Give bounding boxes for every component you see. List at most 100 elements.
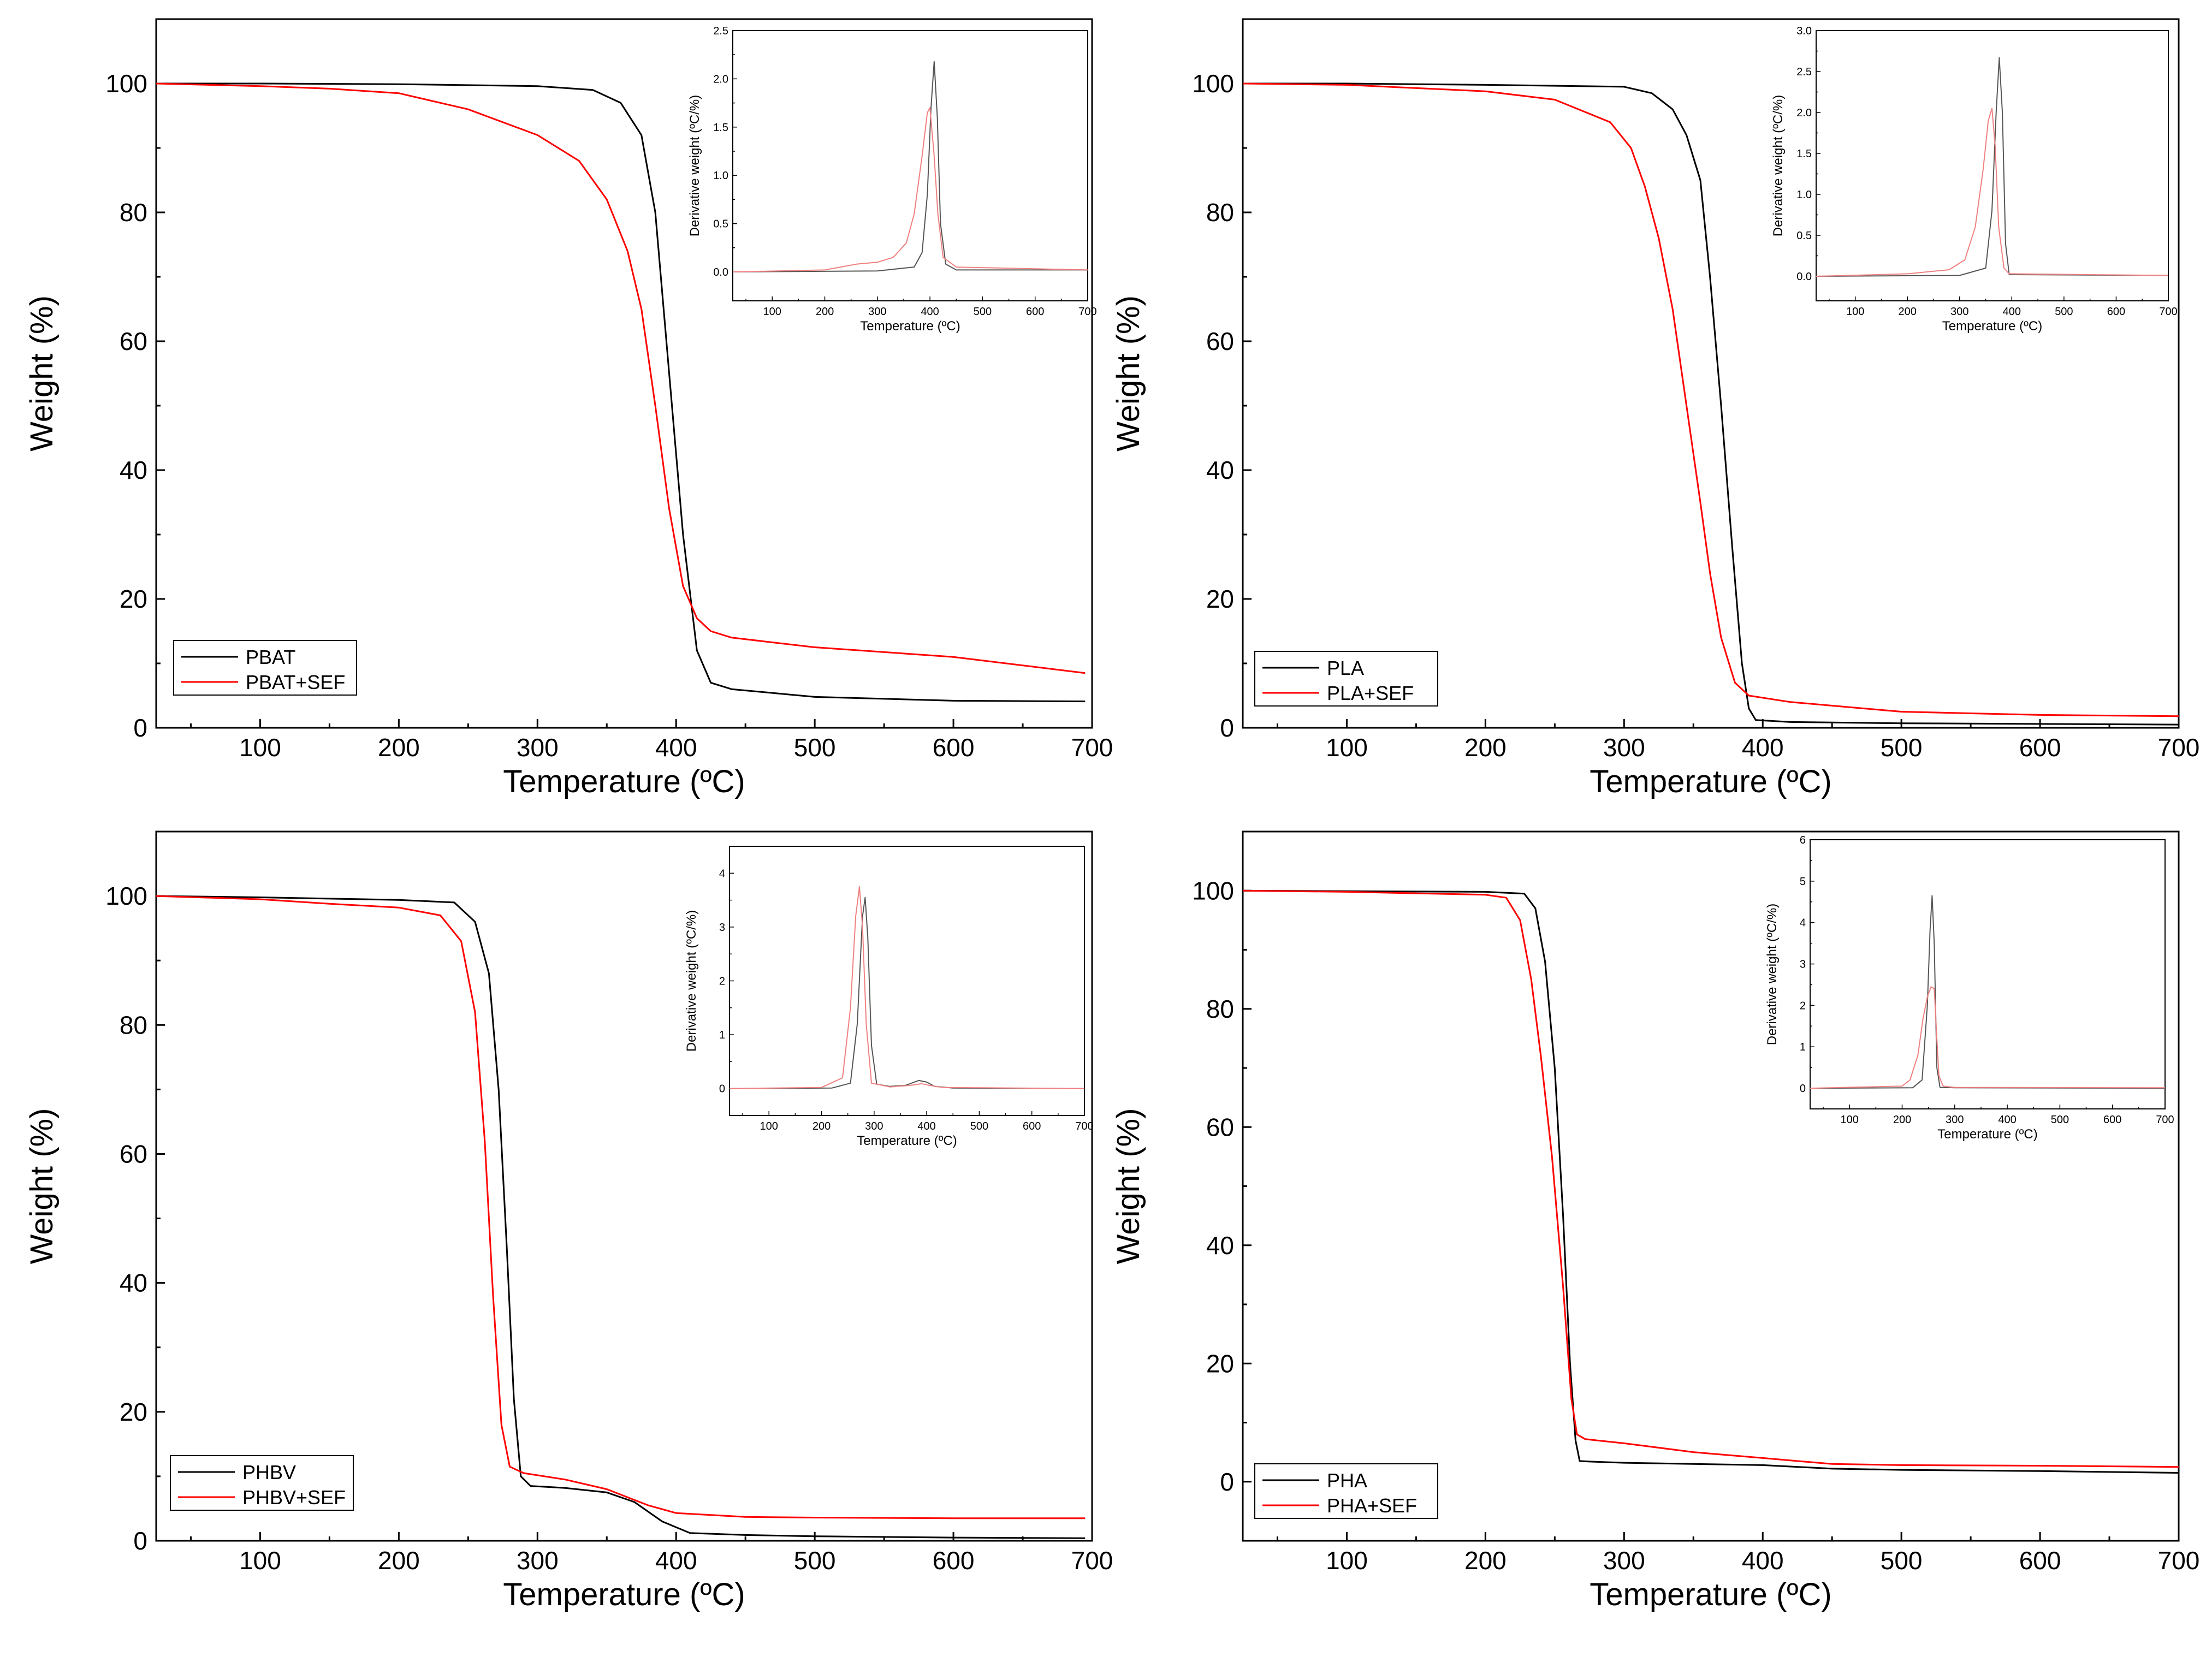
inset-plot-frame bbox=[732, 30, 1088, 301]
legend: PLA PLA+SEF bbox=[1254, 651, 1438, 707]
inset-y-tick-label: 1.0 bbox=[1796, 189, 1812, 201]
inset-x-tick-label: 100 bbox=[1846, 306, 1864, 318]
x-tick-label: 700 bbox=[2158, 1546, 2200, 1575]
inset-x-tick-label: 700 bbox=[1075, 1120, 1093, 1132]
series-line-phbv bbox=[156, 895, 1086, 1539]
y-tick-label: 60 bbox=[1206, 1113, 1234, 1141]
x-axis-title: Temperature (ºC) bbox=[1590, 1577, 1831, 1612]
y-tick-label: 20 bbox=[1206, 585, 1234, 613]
inset-plot-frame bbox=[729, 846, 1085, 1116]
inset-y-tick-label: 6 bbox=[1800, 834, 1806, 846]
legend-label: PLA+SEF bbox=[1327, 682, 1414, 704]
legend-label: PBAT+SEF bbox=[246, 671, 345, 693]
y-tick-label: 40 bbox=[1206, 1231, 1234, 1260]
legend-label: PHBV+SEF bbox=[242, 1486, 346, 1509]
y-tick-label: 100 bbox=[105, 69, 147, 98]
x-tick-label: 600 bbox=[933, 1546, 975, 1575]
x-axis-title: Temperature (ºC) bbox=[503, 1577, 745, 1612]
inset-series-line-pha-sef bbox=[1810, 986, 2165, 1089]
inset-x-tick-label: 600 bbox=[1023, 1120, 1041, 1132]
inset-y-tick-label: 1 bbox=[1800, 1041, 1806, 1053]
inset-y-tick-label: 1.5 bbox=[713, 122, 728, 134]
inset-x-tick-label: 600 bbox=[2107, 306, 2125, 318]
x-tick-label: 100 bbox=[1326, 1546, 1368, 1575]
inset-x-tick-label: 300 bbox=[1946, 1114, 1964, 1126]
inset-y-tick-label: 3 bbox=[719, 922, 725, 934]
inset-series-line-pbat-sef bbox=[733, 107, 1088, 272]
inset-y-tick-label: 1 bbox=[719, 1029, 725, 1041]
x-tick-label: 600 bbox=[933, 733, 975, 762]
y-tick-label: 40 bbox=[1206, 456, 1234, 484]
series-line-pla-sef bbox=[1243, 82, 2179, 717]
y-tick-label: 20 bbox=[1206, 1349, 1234, 1378]
inset-x-tick-label: 400 bbox=[2003, 306, 2021, 318]
inset-y-tick-label: 5 bbox=[1800, 876, 1806, 888]
y-tick-label: 60 bbox=[120, 327, 147, 355]
inset-y-axis-title: Derivative weight (ºC/%) bbox=[1765, 904, 1780, 1046]
inset-plot-frame bbox=[1816, 30, 2169, 301]
inset-chart: 100 200 300 400 500 600 700 0 1 2 3 4 Temperature (º… bbox=[684, 846, 1094, 1148]
series-line-pbat-sef bbox=[156, 82, 1086, 674]
inset-y-tick-label: 3 bbox=[1800, 959, 1806, 971]
inset-y-tick-label: 2.5 bbox=[713, 25, 728, 37]
inset-y-tick-label: 2.0 bbox=[713, 73, 728, 85]
x-tick-label: 700 bbox=[1071, 733, 1113, 762]
inset-x-tick-label: 600 bbox=[2103, 1114, 2121, 1126]
x-tick-label: 100 bbox=[1326, 733, 1368, 762]
legend: PHBV PHBV+SEF bbox=[170, 1455, 354, 1511]
y-tick-label: 80 bbox=[120, 1011, 147, 1039]
inset-x-axis-title: Temperature (ºC) bbox=[1937, 1127, 2037, 1142]
y-tick-label: 40 bbox=[120, 456, 147, 484]
inset-series-line-phbv bbox=[730, 897, 1084, 1089]
x-tick-label: 500 bbox=[1881, 1546, 1923, 1575]
inset-x-tick-label: 300 bbox=[868, 306, 886, 318]
series-line-pha bbox=[1243, 889, 2179, 1474]
inset-chart: 100 200 300 400 500 600 700 0.0 0.5 1.0 1.5 2.0 2.5 3… bbox=[1771, 25, 2178, 334]
y-tick-label: 40 bbox=[120, 1269, 147, 1297]
x-tick-label: 700 bbox=[2158, 733, 2200, 762]
inset-y-tick-label: 1.0 bbox=[713, 170, 728, 182]
legend: PBAT PBAT+SEF bbox=[173, 640, 357, 696]
legend-label: PHA bbox=[1327, 1469, 1367, 1492]
x-tick-label: 500 bbox=[794, 1546, 836, 1575]
inset-chart: 100 200 300 400 500 600 700 0 1 2 3 4 5 6 Temperature … bbox=[1765, 834, 2174, 1142]
legend-box bbox=[1254, 1463, 1438, 1519]
x-tick-label: 500 bbox=[1881, 733, 1923, 762]
x-tick-label: 600 bbox=[2019, 733, 2061, 762]
inset-y-tick-label: 4 bbox=[719, 868, 725, 880]
y-tick-label: 100 bbox=[105, 882, 147, 910]
inset-x-tick-label: 500 bbox=[2055, 306, 2073, 318]
y-tick-label: 0 bbox=[133, 1527, 147, 1555]
x-tick-label: 300 bbox=[517, 1546, 559, 1575]
inset-x-tick-label: 300 bbox=[1950, 306, 1968, 318]
y-axis-title: Weight (%) bbox=[24, 295, 60, 452]
inset-x-tick-label: 700 bbox=[2159, 306, 2177, 318]
x-tick-label: 400 bbox=[1742, 1546, 1784, 1575]
chart-panel-1: 100 200 300 400 500 600 700 0 20 40 60 80 100 Tempera… bbox=[24, 18, 1113, 799]
y-tick-label: 80 bbox=[120, 198, 147, 227]
legend-box bbox=[173, 640, 357, 696]
series-line-pbat bbox=[156, 82, 1086, 703]
inset-x-tick-label: 400 bbox=[921, 306, 939, 318]
legend-label: PHBV bbox=[242, 1461, 296, 1483]
chart-panel-4: 100 200 300 400 500 600 700020406080100Tempera… bbox=[1111, 830, 2200, 1612]
inset-y-tick-label: 2 bbox=[1800, 1000, 1806, 1012]
inset-series-line-pbat bbox=[733, 61, 1088, 272]
y-tick-label: 100 bbox=[1192, 69, 1234, 98]
inset-x-tick-label: 700 bbox=[1078, 306, 1096, 318]
inset-y-axis-title: Derivative weight (ºC/%) bbox=[684, 910, 699, 1052]
inset-series-line-pla bbox=[1816, 57, 2168, 277]
inset-y-tick-label: 4 bbox=[1800, 917, 1806, 929]
x-tick-label: 700 bbox=[1071, 1546, 1113, 1575]
x-tick-label: 100 bbox=[239, 1546, 281, 1575]
inset-x-tick-label: 500 bbox=[2051, 1114, 2069, 1126]
inset-x-tick-label: 200 bbox=[1899, 306, 1917, 318]
x-tick-label: 300 bbox=[517, 733, 559, 762]
inset-y-axis-title: Derivative weight (ºC/%) bbox=[687, 95, 702, 237]
inset-x-axis-title: Temperature (ºC) bbox=[857, 1133, 957, 1148]
x-tick-label: 200 bbox=[378, 1546, 420, 1575]
inset-y-tick-label: 2.5 bbox=[1796, 66, 1812, 78]
inset-y-tick-label: 0 bbox=[1800, 1083, 1806, 1095]
